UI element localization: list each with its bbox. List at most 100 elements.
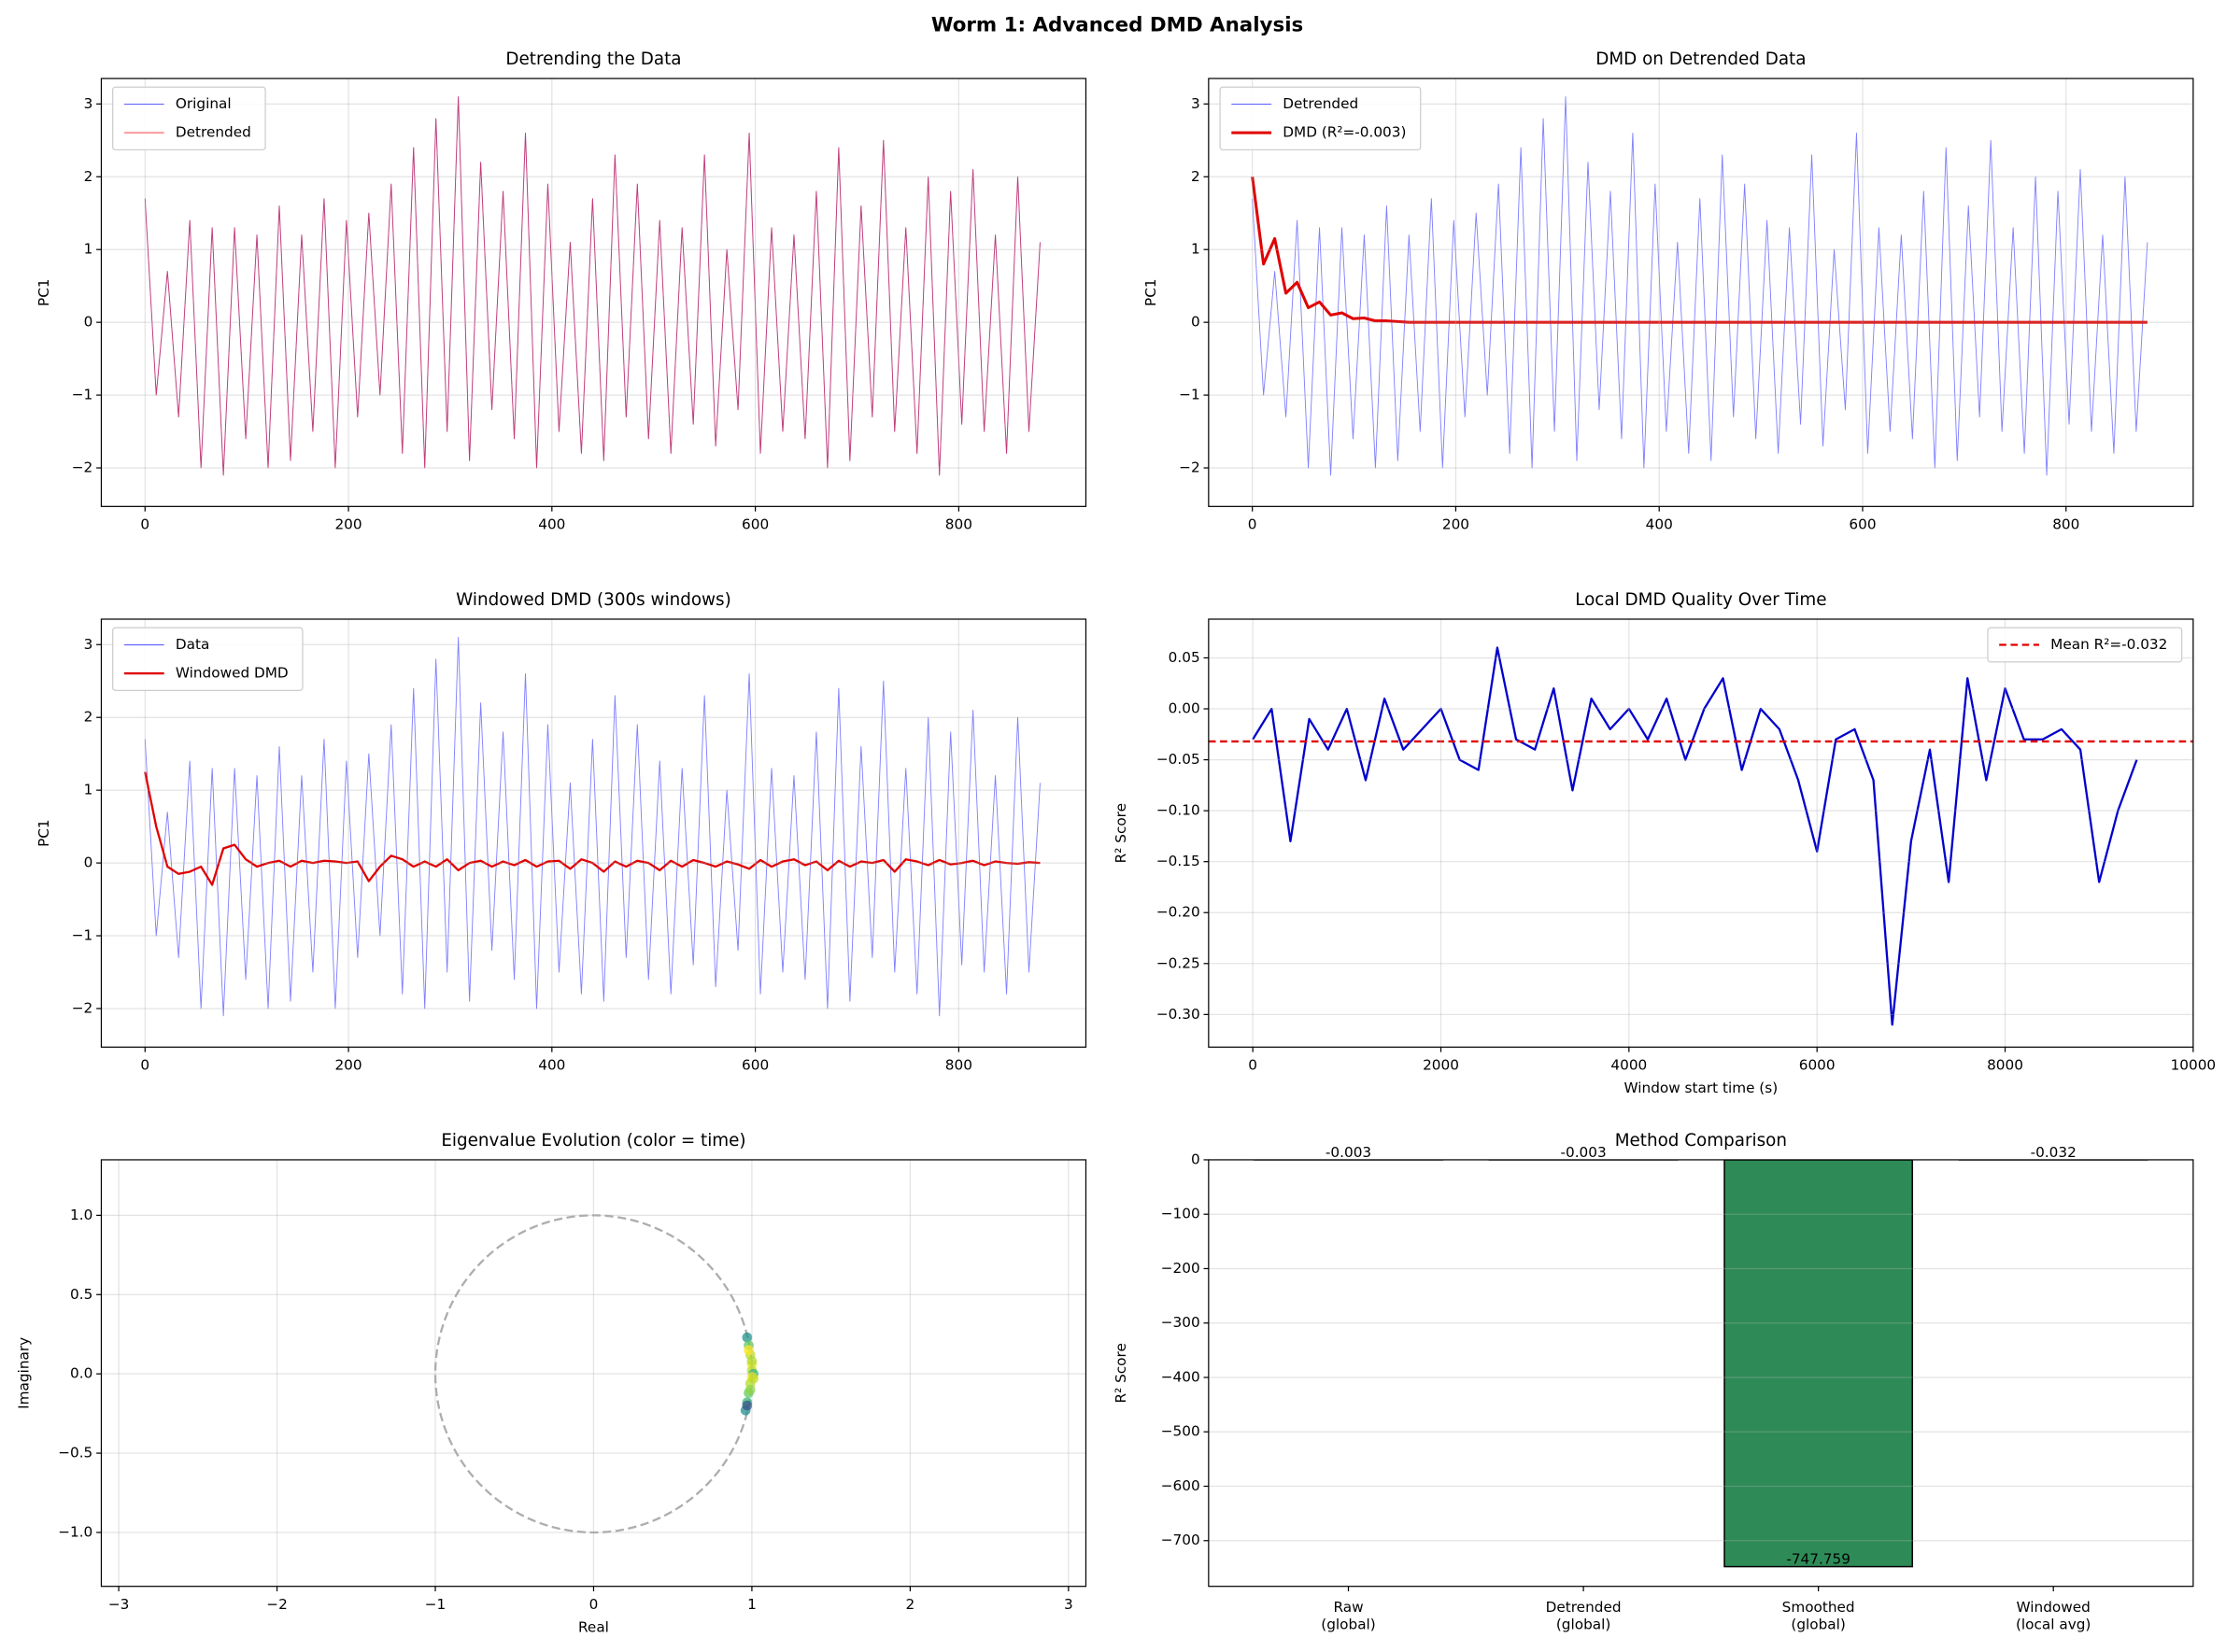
x-tick-label: 800 (945, 516, 972, 533)
axes-title: Local DMD Quality Over Time (1575, 590, 1826, 610)
x-tick-label: 400 (538, 516, 565, 533)
axes-frame (100, 1159, 1087, 1588)
plot-area (1254, 1159, 2148, 1568)
y-tick-label: −700 (1161, 1532, 1200, 1548)
y-tick-label: 0 (84, 314, 93, 331)
x-tick-label: 4000 (1610, 1057, 1647, 1074)
legend-label: DMD (R²=-0.003) (1283, 124, 1406, 141)
x-tick-label: (global) (1556, 1616, 1610, 1632)
y-tick-label: −0.20 (1156, 904, 1200, 921)
x-tick-label: 400 (538, 1057, 565, 1074)
x-tick-label: (global) (1321, 1616, 1375, 1632)
data-line (1252, 96, 2148, 476)
y-tick-label: −1 (72, 387, 93, 403)
legend-box (112, 627, 304, 691)
eigenvalue-point (744, 1345, 754, 1356)
legend-label: Original (176, 95, 232, 112)
x-tick-label: 600 (742, 1057, 769, 1074)
x-tick-label: 8000 (1987, 1057, 2023, 1074)
legend-label: Detrended (176, 124, 251, 141)
y-tick-label: −600 (1161, 1477, 1200, 1494)
axes-frame (1208, 78, 2194, 507)
plot-area (1251, 96, 2148, 476)
y-tick-label: −2 (72, 999, 93, 1016)
y-axis-label: R² Score (1113, 1343, 1129, 1403)
y-tick-label: −0.30 (1156, 1006, 1200, 1023)
y-tick-label: −200 (1161, 1260, 1200, 1277)
bar-value-label: -0.003 (1326, 1144, 1371, 1161)
x-tick-label: 0 (140, 1057, 149, 1074)
data-line (1252, 646, 2138, 1026)
y-tick-label: 0.5 (70, 1286, 92, 1303)
y-tick-label: −1.0 (58, 1523, 92, 1540)
x-tick-label: 800 (945, 1057, 972, 1074)
bar (1723, 1159, 1914, 1568)
x-tick-label: −3 (108, 1596, 130, 1613)
y-tick-label: 0.00 (1169, 700, 1200, 717)
y-tick-label: 0 (1191, 1151, 1200, 1167)
y-axis-label: PC1 (35, 278, 52, 306)
y-tick-label: −500 (1161, 1423, 1200, 1440)
x-axis-label: Real (578, 1618, 609, 1635)
x-tick-label: Raw (1333, 1599, 1363, 1616)
y-axis-label: PC1 (35, 819, 52, 847)
y-tick-label: −0.05 (1156, 751, 1200, 768)
x-tick-label: 200 (1442, 516, 1469, 533)
plot-area (144, 637, 1041, 1017)
x-tick-label: −2 (266, 1596, 288, 1613)
y-tick-label: 0.05 (1169, 649, 1200, 666)
y-tick-label: 0.0 (70, 1365, 92, 1382)
bar-value-label: -0.003 (1560, 1144, 1606, 1161)
y-tick-label: −100 (1161, 1206, 1200, 1222)
figure-title: Worm 1: Advanced DMD Analysis (931, 14, 1303, 37)
y-tick-label: 0 (84, 854, 93, 871)
axes-frame (1208, 1159, 2194, 1588)
bar-value-label: -747.759 (1786, 1550, 1850, 1567)
y-tick-label: 3 (84, 95, 93, 112)
legend-label: Data (176, 636, 209, 653)
x-tick-label: 400 (1646, 516, 1673, 533)
y-axis-label: Imaginary (15, 1337, 32, 1409)
x-tick-label: 600 (742, 516, 769, 533)
legend: Detrended DMD (R²=-0.003) (1219, 86, 1422, 151)
x-tick-label: 1 (747, 1596, 757, 1613)
x-tick-label: 2 (906, 1596, 915, 1613)
axes-frame (100, 618, 1087, 1048)
y-tick-label: −0.10 (1156, 802, 1200, 819)
x-tick-label: 200 (334, 1057, 362, 1074)
y-tick-label: 3 (1191, 95, 1200, 112)
x-tick-label: Windowed (2017, 1599, 2091, 1616)
axes-frame (100, 78, 1087, 507)
y-tick-label: −2 (1179, 459, 1200, 476)
axes-title: DMD on Detrended Data (1595, 49, 1806, 69)
y-axis-label: R² Score (1113, 803, 1129, 863)
eigenvalue-point (744, 1384, 756, 1395)
plot-area (1208, 646, 2193, 1026)
plot-area (433, 1214, 759, 1534)
eigenvalue-point (742, 1400, 753, 1411)
axes-title: Detrending the Data (505, 49, 681, 69)
legend-box (1987, 627, 2183, 663)
y-tick-label: 1.0 (70, 1207, 92, 1223)
legend-label: Detrended (1283, 95, 1358, 112)
y-tick-label: 1 (84, 782, 93, 798)
eigenvalue-point (742, 1332, 753, 1343)
x-tick-label: 0 (589, 1596, 599, 1613)
x-tick-label: (global) (1791, 1616, 1845, 1632)
plot-area (144, 96, 1041, 476)
eigenvalue-point (746, 1356, 758, 1366)
data-line (144, 637, 1041, 1017)
y-tick-label: 2 (1191, 168, 1200, 185)
y-tick-label: 3 (84, 636, 93, 653)
y-tick-label: −0.15 (1156, 853, 1200, 869)
y-tick-label: −2 (72, 459, 93, 476)
y-tick-label: 2 (84, 709, 93, 726)
legend-box (112, 86, 266, 151)
x-tick-label: 10000 (2171, 1057, 2217, 1074)
y-tick-label: −0.5 (58, 1445, 92, 1461)
legend: Data Windowed DMD (112, 627, 304, 691)
y-tick-label: 2 (84, 168, 93, 185)
x-tick-label: 800 (2052, 516, 2079, 533)
y-tick-label: −1 (1179, 387, 1200, 403)
